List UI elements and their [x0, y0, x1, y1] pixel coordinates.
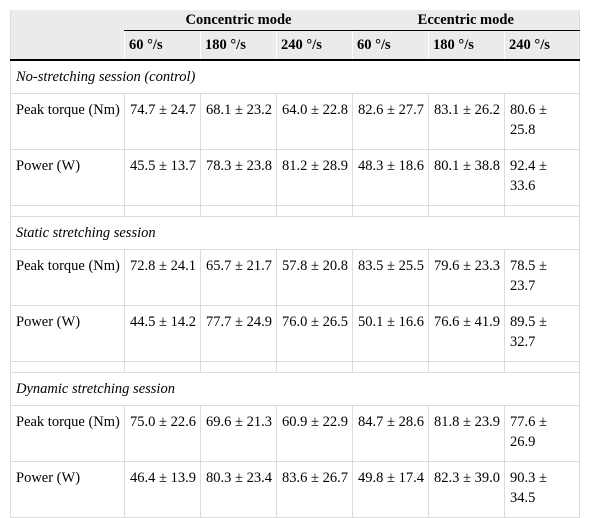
table-cell: 45.5 ± 13.7: [124, 149, 201, 206]
table-cell: 81.8 ± 23.9: [428, 405, 505, 462]
row-label: Power (W): [10, 461, 125, 518]
section-title: Static stretching session: [10, 216, 580, 250]
speed-header: 240 °/s: [275, 30, 353, 60]
row-label: Power (W): [10, 149, 125, 206]
table-cell: 46.4 ± 13.9: [124, 461, 201, 518]
section-title: Dynamic stretching session: [10, 372, 580, 406]
table-cell: 82.3 ± 39.0: [428, 461, 505, 518]
table-cell: 76.0 ± 26.5: [275, 305, 353, 362]
table-cell: 68.1 ± 23.2: [200, 93, 277, 150]
table-cell: 64.0 ± 22.8: [275, 93, 353, 150]
table-cell: 49.8 ± 17.4: [352, 461, 429, 518]
table-cell: 50.1 ± 16.6: [352, 305, 429, 362]
row-label: Peak torque (Nm): [10, 93, 125, 150]
table-cell: 89.5 ± 32.7: [504, 305, 580, 362]
table-cell: 65.7 ± 21.7: [200, 249, 277, 306]
table-row: Peak torque (Nm) 74.7 ± 24.7 68.1 ± 23.2 64…: [10, 93, 580, 150]
table-cell: 78.5 ± 23.7: [504, 249, 580, 306]
table-cell: 78.3 ± 23.8: [200, 149, 277, 206]
table-cell: 44.5 ± 14.2: [124, 305, 201, 362]
table-header: Concentric mode Eccentric mode 60 °/s 18…: [10, 10, 580, 60]
table-row: Peak torque (Nm) 72.8 ± 24.1 65.7 ± 21.7 57…: [10, 249, 580, 306]
section-row: Static stretching session: [10, 216, 580, 250]
section-row: No-stretching session (control): [10, 60, 580, 94]
table-cell: 82.6 ± 27.7: [352, 93, 429, 150]
results-table: Concentric mode Eccentric mode 60 °/s 18…: [10, 10, 581, 518]
speed-header: 240 °/s: [504, 30, 580, 60]
row-label: Peak torque (Nm): [10, 249, 125, 306]
header-group-row: Concentric mode Eccentric mode: [10, 10, 580, 31]
section-row: Dynamic stretching session: [10, 372, 580, 406]
table-cell: 92.4 ± 33.6: [504, 149, 580, 206]
table-cell: 72.8 ± 24.1: [124, 249, 201, 306]
table-row: Power (W) 45.5 ± 13.7 78.3 ± 23.8 81.2 ± 28…: [10, 149, 580, 206]
table-body: No-stretching session (control) Peak tor…: [10, 60, 580, 518]
table-cell: 60.9 ± 22.9: [275, 405, 353, 462]
table-row: Peak torque (Nm) 75.0 ± 22.6 69.6 ± 21.3 60…: [10, 405, 580, 462]
table-row: Power (W) 44.5 ± 14.2 77.7 ± 24.9 76.0 ± 26…: [10, 305, 580, 362]
table-cell: 83.1 ± 26.2: [428, 93, 505, 150]
speed-header: 60 °/s: [352, 30, 429, 60]
row-label: Power (W): [10, 305, 125, 362]
table-cell: 83.5 ± 25.5: [352, 249, 429, 306]
eccentric-mode-header: Eccentric mode: [352, 10, 580, 31]
row-label: Peak torque (Nm): [10, 405, 125, 462]
table-row: Power (W) 46.4 ± 13.9 80.3 ± 23.4 83.6 ± 26…: [10, 461, 580, 518]
table-cell: 76.6 ± 41.9: [428, 305, 505, 362]
concentric-mode-header: Concentric mode: [124, 10, 353, 31]
spacer-row: [10, 361, 580, 373]
speed-header: 180 °/s: [200, 30, 277, 60]
header-speed-row: 60 °/s 180 °/s 240 °/s 60 °/s 180 °/s 24…: [10, 30, 580, 60]
speed-header: 60 °/s: [124, 30, 201, 60]
table-cell: 69.6 ± 21.3: [200, 405, 277, 462]
table-cell: 74.7 ± 24.7: [124, 93, 201, 150]
spacer-row: [10, 205, 580, 217]
table-cell: 80.6 ± 25.8: [504, 93, 580, 150]
table-cell: 79.6 ± 23.3: [428, 249, 505, 306]
table-cell: 77.6 ± 26.9: [504, 405, 580, 462]
table-cell: 90.3 ± 34.5: [504, 461, 580, 518]
table-cell: 75.0 ± 22.6: [124, 405, 201, 462]
table-cell: 80.1 ± 38.8: [428, 149, 505, 206]
table-cell: 84.7 ± 28.6: [352, 405, 429, 462]
section-title: No-stretching session (control): [10, 60, 580, 94]
table-cell: 48.3 ± 18.6: [352, 149, 429, 206]
speed-header: 180 °/s: [428, 30, 505, 60]
table-cell: 57.8 ± 20.8: [275, 249, 353, 306]
table-cell: 81.2 ± 28.9: [275, 149, 353, 206]
table-cell: 83.6 ± 26.7: [275, 461, 353, 518]
table-cell: 80.3 ± 23.4: [200, 461, 277, 518]
table-cell: 77.7 ± 24.9: [200, 305, 277, 362]
